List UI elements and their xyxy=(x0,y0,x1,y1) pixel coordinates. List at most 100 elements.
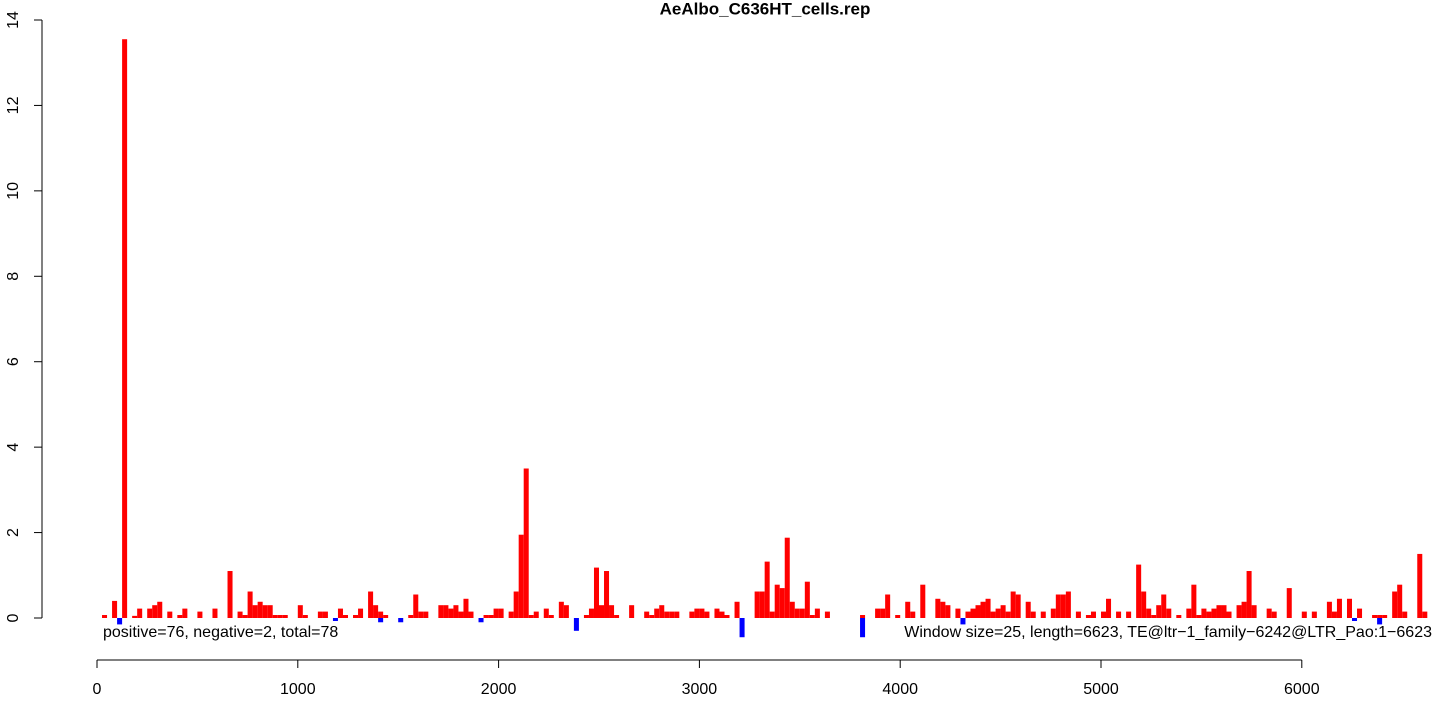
bar xyxy=(322,611,328,618)
bar xyxy=(1161,594,1167,618)
bar xyxy=(955,608,961,618)
bar xyxy=(528,615,534,618)
bar xyxy=(353,615,359,618)
bar xyxy=(1141,591,1147,618)
bar xyxy=(945,605,951,618)
bar xyxy=(212,608,218,618)
bar xyxy=(548,615,554,618)
bar xyxy=(1311,611,1317,618)
bar xyxy=(177,615,183,618)
bar xyxy=(132,615,138,618)
bar xyxy=(1211,608,1217,618)
x-tick-label: 0 xyxy=(93,681,102,698)
bar xyxy=(438,605,444,618)
bar xyxy=(137,608,143,618)
bar xyxy=(975,605,981,618)
y-tick-label: 4 xyxy=(5,443,22,452)
bar xyxy=(408,615,414,618)
annotation: positive=76, negative=2, total=78 xyxy=(103,624,338,641)
bar xyxy=(413,594,419,618)
bar xyxy=(418,611,424,618)
bar xyxy=(669,611,675,618)
bar xyxy=(282,615,288,618)
bar xyxy=(860,618,866,638)
bar xyxy=(769,611,775,618)
bar xyxy=(533,611,539,618)
bar xyxy=(1326,601,1332,618)
y-tick-label: 12 xyxy=(5,96,22,114)
annotation: Window size=25, length=6623, TE@ltr−1_fa… xyxy=(904,624,1432,641)
bar xyxy=(985,598,991,618)
bar xyxy=(1156,605,1162,618)
bar xyxy=(588,608,594,618)
bar xyxy=(995,608,1001,618)
bar xyxy=(1271,611,1277,618)
bar xyxy=(1060,594,1066,618)
bar xyxy=(1075,611,1081,618)
bar xyxy=(423,611,429,618)
bar xyxy=(1005,611,1011,618)
bar xyxy=(1246,571,1252,618)
bar xyxy=(880,608,886,618)
bar xyxy=(383,615,389,618)
x-tick-label: 1000 xyxy=(280,681,316,698)
bar xyxy=(1346,598,1352,618)
bar xyxy=(1126,611,1132,618)
bar xyxy=(1106,598,1112,618)
bar xyxy=(759,591,765,618)
bar xyxy=(1176,615,1182,618)
bar xyxy=(453,605,459,618)
bar xyxy=(875,608,881,618)
bar xyxy=(252,605,258,618)
bar xyxy=(468,611,474,618)
bar xyxy=(478,618,484,623)
bar xyxy=(493,608,499,618)
bar xyxy=(1191,584,1197,618)
bar xyxy=(659,605,665,618)
bar xyxy=(1372,615,1378,618)
bar xyxy=(1216,605,1222,618)
bar xyxy=(1040,611,1046,618)
bar xyxy=(1221,605,1227,618)
bar xyxy=(368,591,374,618)
bar xyxy=(1236,605,1242,618)
bar xyxy=(488,615,494,618)
y-tick-label: 8 xyxy=(5,272,22,281)
bar xyxy=(1101,611,1107,618)
bar xyxy=(980,601,986,618)
bar xyxy=(649,615,655,618)
y-tick-label: 10 xyxy=(5,182,22,200)
bar xyxy=(860,615,866,618)
bar xyxy=(885,594,891,618)
bar xyxy=(1226,611,1232,618)
bar xyxy=(814,608,820,618)
bar xyxy=(302,615,308,618)
bar xyxy=(1357,608,1363,618)
bar xyxy=(1146,608,1152,618)
bar xyxy=(734,601,740,618)
x-tick-label: 3000 xyxy=(682,681,718,698)
bar xyxy=(794,608,800,618)
bar xyxy=(1241,601,1247,618)
bar xyxy=(1151,615,1157,618)
bar xyxy=(719,611,725,618)
bar xyxy=(523,468,529,618)
bar xyxy=(197,611,203,618)
bar xyxy=(970,608,976,618)
bar xyxy=(910,611,916,618)
bar xyxy=(182,608,188,618)
bar xyxy=(583,615,589,618)
bar xyxy=(664,611,670,618)
bar xyxy=(940,601,946,618)
bar xyxy=(599,605,605,618)
bar xyxy=(654,608,660,618)
y-tick-label: 14 xyxy=(5,11,22,29)
bar xyxy=(563,605,569,618)
chart-title: AeAlbo_C636HT_cells.rep xyxy=(660,0,871,18)
bar xyxy=(644,611,650,618)
bar xyxy=(378,618,384,623)
bar xyxy=(513,591,519,618)
bar xyxy=(117,618,123,625)
bar xyxy=(1336,598,1342,618)
bar xyxy=(960,618,966,625)
